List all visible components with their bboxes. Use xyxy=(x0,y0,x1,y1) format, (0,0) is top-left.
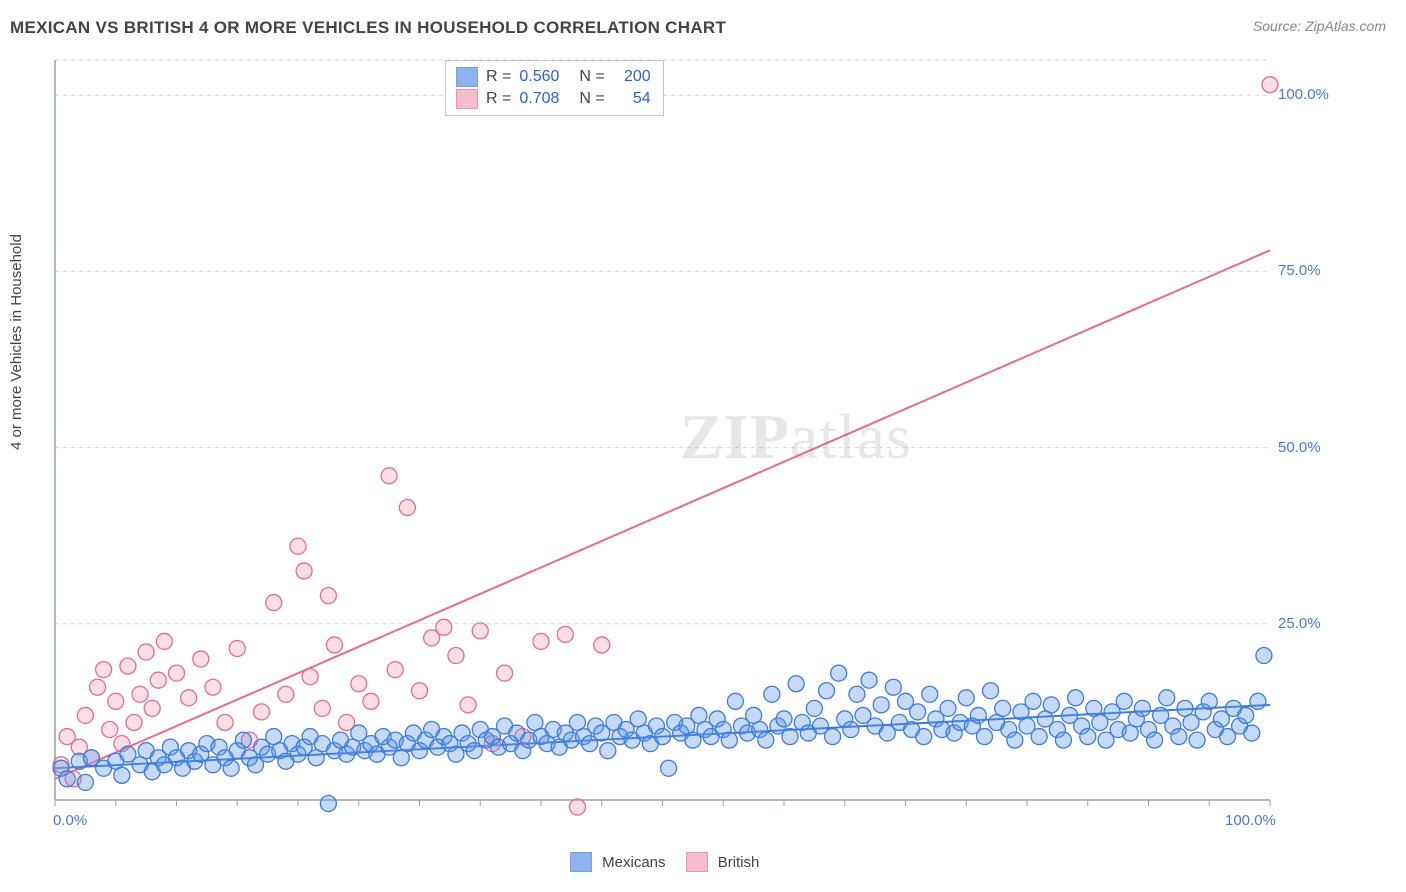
swatch-icon xyxy=(686,852,708,872)
swatch-icon xyxy=(456,89,478,109)
legend-item: British xyxy=(686,853,760,873)
stats-row: R = 0.708 N = 54 xyxy=(456,88,651,110)
y-tick-label: 100.0% xyxy=(1278,86,1329,103)
bottom-legend: Mexicans British xyxy=(570,853,759,873)
source-label: Source: ZipAtlas.com xyxy=(1253,18,1386,34)
x-tick-label: 0.0% xyxy=(53,812,87,829)
y-axis-label: 4 or more Vehicles in Household xyxy=(8,234,25,450)
watermark: ZIPatlas xyxy=(680,400,912,474)
y-tick-label: 75.0% xyxy=(1278,262,1321,279)
chart-title: MEXICAN VS BRITISH 4 OR MORE VEHICLES IN… xyxy=(10,18,726,37)
x-tick-label: 100.0% xyxy=(1225,812,1276,829)
stats-row: R = 0.560 N = 200 xyxy=(456,66,651,88)
swatch-icon xyxy=(570,852,592,872)
y-tick-label: 50.0% xyxy=(1278,439,1321,456)
swatch-icon xyxy=(456,67,478,87)
y-tick-label: 25.0% xyxy=(1278,615,1321,632)
stats-legend: R = 0.560 N = 200 R = 0.708 N = 54 xyxy=(445,60,664,116)
legend-item: Mexicans xyxy=(570,853,666,873)
